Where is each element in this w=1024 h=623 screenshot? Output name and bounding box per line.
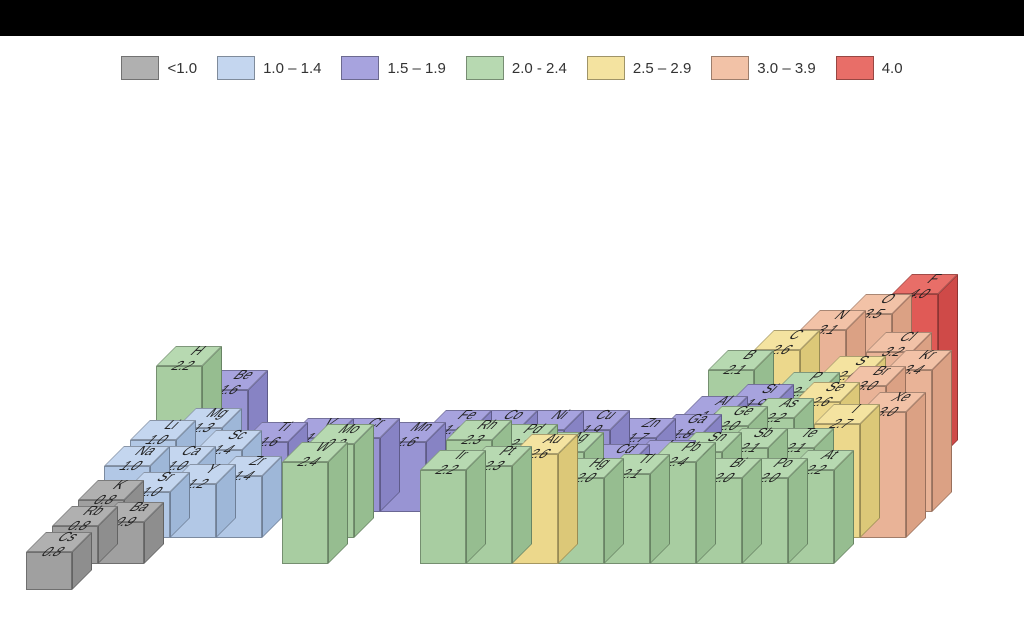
legend-swatch xyxy=(711,56,749,80)
legend-swatch xyxy=(121,56,159,80)
legend-label: 2.0 - 2.4 xyxy=(512,60,567,77)
legend-swatch xyxy=(587,56,625,80)
legend-label: 1.0 – 1.4 xyxy=(263,60,321,77)
bar-front xyxy=(282,462,328,564)
legend-item: 1.5 – 1.9 xyxy=(341,56,445,80)
legend: <1.0 1.0 – 1.4 1.5 – 1.9 2.0 - 2.4 2.5 – 2.9… xyxy=(0,36,1024,90)
top-black-bar xyxy=(0,0,1024,36)
electronegativity-3d-chart: H2.2Be1.6B2.1C2.6N3.1O3.5F4.0Li1.0Mg1.3A… xyxy=(0,90,1024,610)
legend-swatch xyxy=(836,56,874,80)
bar-front xyxy=(420,470,466,564)
legend-label: 4.0 xyxy=(882,60,903,77)
legend-item: 3.0 – 3.9 xyxy=(711,56,815,80)
legend-item: 1.0 – 1.4 xyxy=(217,56,321,80)
legend-swatch xyxy=(341,56,379,80)
legend-swatch xyxy=(466,56,504,80)
legend-swatch xyxy=(217,56,255,80)
legend-label: 3.0 – 3.9 xyxy=(757,60,815,77)
legend-label: 2.5 – 2.9 xyxy=(633,60,691,77)
bar-side xyxy=(906,392,926,538)
legend-label: 1.5 – 1.9 xyxy=(387,60,445,77)
legend-item: 2.0 - 2.4 xyxy=(466,56,567,80)
legend-item: 4.0 xyxy=(836,56,903,80)
legend-item: <1.0 xyxy=(121,56,197,80)
legend-label: <1.0 xyxy=(167,60,197,77)
bar-side xyxy=(932,350,952,512)
legend-item: 2.5 – 2.9 xyxy=(587,56,691,80)
